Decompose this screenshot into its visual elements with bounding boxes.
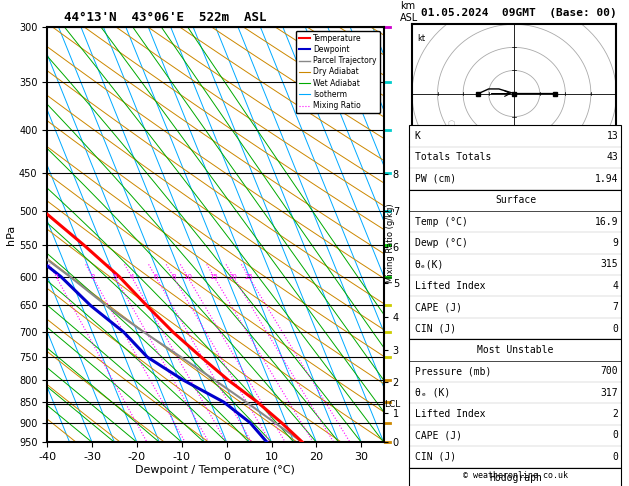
Text: 7: 7 <box>613 302 618 312</box>
Text: 43: 43 <box>606 153 618 162</box>
Text: 9: 9 <box>613 238 618 248</box>
Text: CIN (J): CIN (J) <box>415 324 455 333</box>
Text: CIN (J): CIN (J) <box>415 452 455 462</box>
Text: 01.05.2024  09GMT  (Base: 00): 01.05.2024 09GMT (Base: 00) <box>421 8 617 18</box>
Text: Lifted Index: Lifted Index <box>415 409 485 419</box>
Text: kt: kt <box>417 34 425 43</box>
Text: 700: 700 <box>601 366 618 376</box>
Text: 8: 8 <box>171 274 175 279</box>
Text: CAPE (J): CAPE (J) <box>415 431 462 440</box>
Text: 0: 0 <box>613 324 618 333</box>
Text: θₑ(K): θₑ(K) <box>415 260 444 269</box>
Text: 44°13'N  43°06'E  522m  ASL: 44°13'N 43°06'E 522m ASL <box>64 11 267 24</box>
Text: 4: 4 <box>613 281 618 291</box>
Text: Dewp (°C): Dewp (°C) <box>415 238 467 248</box>
Text: 2: 2 <box>613 409 618 419</box>
Text: 25: 25 <box>244 274 253 279</box>
Legend: Temperature, Dewpoint, Parcel Trajectory, Dry Adiabat, Wet Adiabat, Isotherm, Mi: Temperature, Dewpoint, Parcel Trajectory… <box>296 31 380 113</box>
Text: ⬡: ⬡ <box>448 119 455 128</box>
Text: Temp (°C): Temp (°C) <box>415 217 467 226</box>
Text: 0: 0 <box>613 452 618 462</box>
Text: Pressure (mb): Pressure (mb) <box>415 366 491 376</box>
Text: 2: 2 <box>91 274 94 279</box>
Text: 16.9: 16.9 <box>595 217 618 226</box>
Text: 1: 1 <box>54 274 58 279</box>
Text: 15: 15 <box>209 274 218 279</box>
Text: Lifted Index: Lifted Index <box>415 281 485 291</box>
Text: θₑ (K): θₑ (K) <box>415 388 450 398</box>
Text: 3: 3 <box>113 274 117 279</box>
Text: 315: 315 <box>601 260 618 269</box>
Text: © weatheronline.co.uk: © weatheronline.co.uk <box>464 471 568 480</box>
Text: 10: 10 <box>183 274 192 279</box>
Text: PW (cm): PW (cm) <box>415 174 455 184</box>
Text: 1.94: 1.94 <box>595 174 618 184</box>
Text: Totals Totals: Totals Totals <box>415 153 491 162</box>
Text: 0: 0 <box>613 431 618 440</box>
Text: 6: 6 <box>153 274 158 279</box>
Text: K: K <box>415 131 420 141</box>
Text: LCL: LCL <box>384 400 401 409</box>
Text: 20: 20 <box>229 274 238 279</box>
Y-axis label: hPa: hPa <box>6 225 16 244</box>
Text: ⬡: ⬡ <box>448 142 455 151</box>
Text: 13: 13 <box>606 131 618 141</box>
Text: 4: 4 <box>130 274 134 279</box>
Text: CAPE (J): CAPE (J) <box>415 302 462 312</box>
Text: Surface: Surface <box>495 195 536 205</box>
Text: Most Unstable: Most Unstable <box>477 345 554 355</box>
Y-axis label: km
ASL: km ASL <box>400 1 419 22</box>
X-axis label: Dewpoint / Temperature (°C): Dewpoint / Temperature (°C) <box>135 465 296 475</box>
Text: Mixing Ratio (g/kg): Mixing Ratio (g/kg) <box>386 203 395 283</box>
Text: Hodograph: Hodograph <box>489 473 542 483</box>
Text: 317: 317 <box>601 388 618 398</box>
